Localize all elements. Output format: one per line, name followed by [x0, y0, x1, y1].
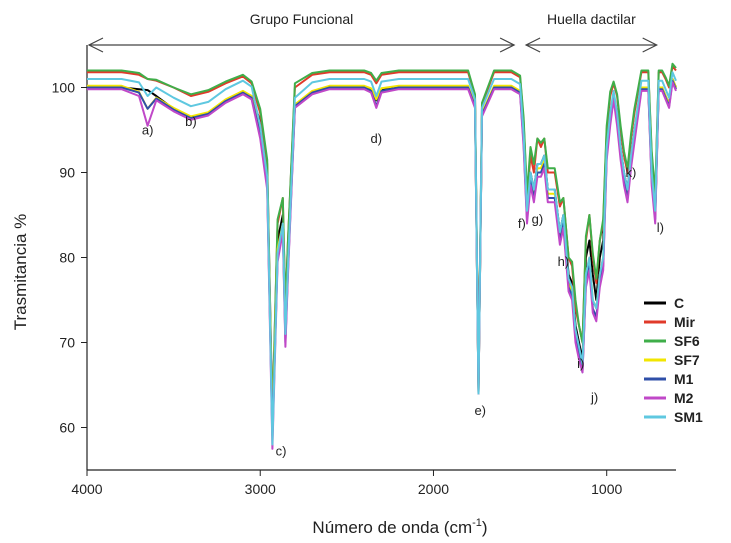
region-arrowhead-left [524, 37, 541, 53]
y-tick-label: 100 [52, 80, 76, 96]
peak-label: e) [474, 403, 486, 418]
x-tick-label: 4000 [71, 481, 102, 497]
peak-label: i) [577, 356, 584, 371]
legend-label-m2: M2 [674, 390, 694, 406]
region-label: Huella dactilar [547, 11, 636, 27]
axes: 60 70 80 90 100 4000 3000 2000 1000 [52, 45, 676, 497]
legend-label-sf7: SF7 [674, 352, 700, 368]
y-tick-label: 80 [59, 250, 75, 266]
legend: C Mir SF6 SF7 M1 M2 SM1 [644, 295, 703, 425]
peak-label: g) [532, 212, 544, 227]
peak-label: a) [142, 122, 154, 137]
peak-label: l) [657, 220, 664, 235]
annotations: a) b) c) d) e) f) g) h) i) j) k) l) [142, 114, 664, 459]
legend-label-sm1: SM1 [674, 409, 703, 425]
region-arrowhead-right [499, 37, 516, 53]
x-axis-title-close: ) [482, 518, 488, 537]
y-axis-title: Trasmitancia % [11, 214, 30, 331]
peak-label: b) [185, 114, 197, 129]
legend-label-sf6: SF6 [674, 333, 700, 349]
x-axis-title-sup: -1 [472, 517, 482, 529]
peak-label: j) [590, 390, 598, 405]
region-arrowhead-left [87, 37, 104, 53]
series-group [87, 62, 677, 450]
region-arrows: Grupo Funcional Huella dactilar [87, 11, 659, 53]
legend-label-mir: Mir [674, 314, 696, 330]
region-arrowhead-right [642, 37, 659, 53]
peak-label: c) [276, 444, 287, 459]
x-tick-label: 3000 [245, 481, 276, 497]
peak-label: d) [371, 131, 383, 146]
peak-label: f) [518, 216, 526, 231]
y-tick-label: 70 [59, 335, 75, 351]
x-axis-title-main: Número de onda (cm [312, 518, 472, 537]
series-line-sm1 [87, 71, 677, 446]
x-tick-label: 2000 [418, 481, 449, 497]
peak-label: h) [558, 254, 570, 269]
region-label: Grupo Funcional [250, 11, 354, 27]
peak-label: k) [626, 165, 637, 180]
legend-label-m1: M1 [674, 371, 694, 387]
legend-label-c: C [674, 295, 684, 311]
series-line-mir [87, 65, 677, 420]
x-tick-label: 1000 [591, 481, 622, 497]
series-line-sf6 [87, 62, 677, 420]
y-tick-label: 90 [59, 165, 75, 181]
y-tick-label: 60 [59, 420, 75, 436]
x-axis-title: Número de onda (cm-1) [312, 517, 487, 537]
